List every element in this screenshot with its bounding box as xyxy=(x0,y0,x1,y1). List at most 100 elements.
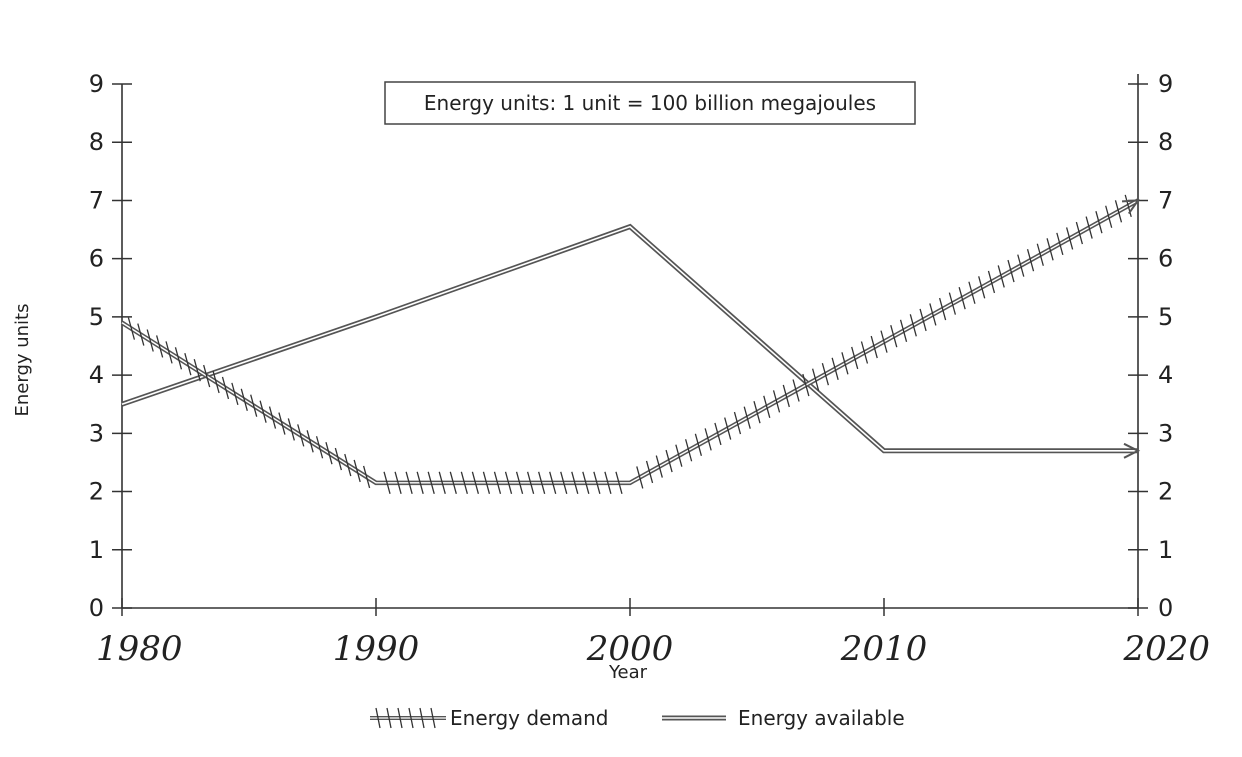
x-axis-title: Year xyxy=(608,662,648,683)
hatch-mark xyxy=(792,379,800,402)
y-tick-label-right-8: 8 xyxy=(1158,128,1173,156)
hatch-mark xyxy=(870,335,878,359)
y-tick-label-left-0: 0 xyxy=(89,594,104,622)
hatch-mark xyxy=(948,292,957,315)
hatch-mark xyxy=(675,444,683,467)
hatch-mark xyxy=(383,471,391,494)
hatch-mark xyxy=(212,370,220,394)
hatch-mark xyxy=(156,335,164,358)
hatch-mark xyxy=(851,346,859,370)
hatch-mark xyxy=(268,406,277,429)
hatch-mark xyxy=(615,471,623,494)
hatch-mark xyxy=(1017,254,1025,277)
hatch-mark xyxy=(694,433,703,456)
hatch-mark xyxy=(831,357,839,380)
hatch-mark xyxy=(1095,210,1103,234)
hatch-mark xyxy=(890,325,898,348)
y-tick-label-right-2: 2 xyxy=(1158,478,1173,506)
hatch-mark xyxy=(515,471,524,494)
hatch-mark xyxy=(636,466,644,489)
hatch-mark xyxy=(325,442,333,465)
hatch-mark xyxy=(821,363,830,386)
hatch-mark xyxy=(1075,221,1084,245)
legend-demand-hatch xyxy=(430,707,436,729)
legend-demand-hatch xyxy=(375,707,381,729)
hatch-mark xyxy=(259,400,267,423)
hatch-mark xyxy=(604,471,612,494)
hatch-mark xyxy=(684,439,693,462)
hatch-mark xyxy=(1026,249,1035,272)
y-tick-label-right-1: 1 xyxy=(1158,536,1173,564)
y-tick-label-left-6: 6 xyxy=(89,245,104,273)
hatch-mark xyxy=(394,471,402,494)
hatch-mark xyxy=(763,395,771,418)
series-energy-available-arrowhead xyxy=(1123,442,1141,459)
hatch-mark xyxy=(938,297,947,321)
legend: Energy demand Energy available xyxy=(370,706,905,730)
y-tick-label-left-8: 8 xyxy=(89,128,104,156)
hatch-mark xyxy=(743,406,751,429)
hatch-mark xyxy=(655,455,663,478)
hatch-mark xyxy=(482,471,491,494)
hatch-mark xyxy=(978,276,986,299)
axes: 0 0 1 1 2 2 3 3 4 4 5 5 6 6 7 7 8 8 9 9 1980 1990 2000 2010 2020 xyxy=(89,70,1210,669)
hatch-mark xyxy=(645,460,654,484)
y-tick-label-right-7: 7 xyxy=(1158,186,1173,214)
hatch-mark xyxy=(782,384,790,408)
hatch-mark xyxy=(250,394,258,417)
y-axis-title: Energy units xyxy=(12,304,33,417)
y-tick-label-left-3: 3 xyxy=(89,419,104,447)
hatch-mark xyxy=(1085,216,1093,239)
hatch-mark xyxy=(714,422,722,446)
y-tick-label-right-4: 4 xyxy=(1158,361,1173,389)
y-tick-label-left-7: 7 xyxy=(89,186,104,214)
hatch-mark xyxy=(315,436,324,459)
hatch-mark xyxy=(811,368,820,391)
x-tick-label-2020: 2020 xyxy=(1122,629,1210,669)
hatch-mark xyxy=(240,388,248,411)
legend-label-energy-available: Energy available xyxy=(738,706,905,730)
hatch-mark xyxy=(353,459,361,483)
legend-label-energy-demand: Energy demand xyxy=(450,706,609,730)
y-tick-label-left-9: 9 xyxy=(89,70,104,98)
y-tick-label-right-6: 6 xyxy=(1158,245,1173,273)
y-tick-label-right-3: 3 xyxy=(1158,419,1173,447)
hatch-mark xyxy=(1046,238,1054,261)
series-energy-demand-hatches xyxy=(127,194,1132,494)
hatch-mark xyxy=(460,471,468,494)
hatch-mark xyxy=(137,323,145,346)
units-annotation: Energy units: 1 unit = 100 billion megaj… xyxy=(424,91,876,115)
hatch-mark xyxy=(582,471,590,494)
legend-demand-hatch xyxy=(419,707,425,729)
hatch-mark xyxy=(753,401,761,424)
legend-swatch-energy-demand xyxy=(370,707,446,729)
hatch-mark xyxy=(1105,205,1113,228)
hatch-mark xyxy=(438,471,446,494)
hatch-mark xyxy=(1056,232,1064,256)
y-tick-label-left-5: 5 xyxy=(89,303,104,331)
hatch-mark xyxy=(704,428,712,451)
hatch-mark xyxy=(549,471,557,494)
y-tick-label-right-9: 9 xyxy=(1158,70,1173,98)
hatch-mark xyxy=(231,382,239,406)
y-tick-label-right-5: 5 xyxy=(1158,303,1173,331)
legend-demand-hatch xyxy=(386,707,392,729)
hatch-mark xyxy=(193,358,201,382)
hatch-mark xyxy=(560,471,568,494)
y-tick-label-left-2: 2 xyxy=(89,478,104,506)
hatch-mark xyxy=(802,373,810,397)
hatch-mark xyxy=(841,352,849,375)
hatch-mark xyxy=(344,453,352,477)
x-tick-label-1990: 1990 xyxy=(333,629,420,669)
hatch-mark xyxy=(203,364,211,388)
x-tick-label-1980: 1980 xyxy=(96,629,183,669)
hatch-mark xyxy=(919,308,927,332)
hatch-mark xyxy=(287,418,295,441)
hatch-mark xyxy=(899,319,908,342)
hatch-mark xyxy=(958,287,966,310)
hatch-mark xyxy=(427,471,435,494)
hatch-mark xyxy=(1036,243,1044,266)
hatch-mark xyxy=(571,471,579,494)
hatch-mark xyxy=(174,347,183,370)
